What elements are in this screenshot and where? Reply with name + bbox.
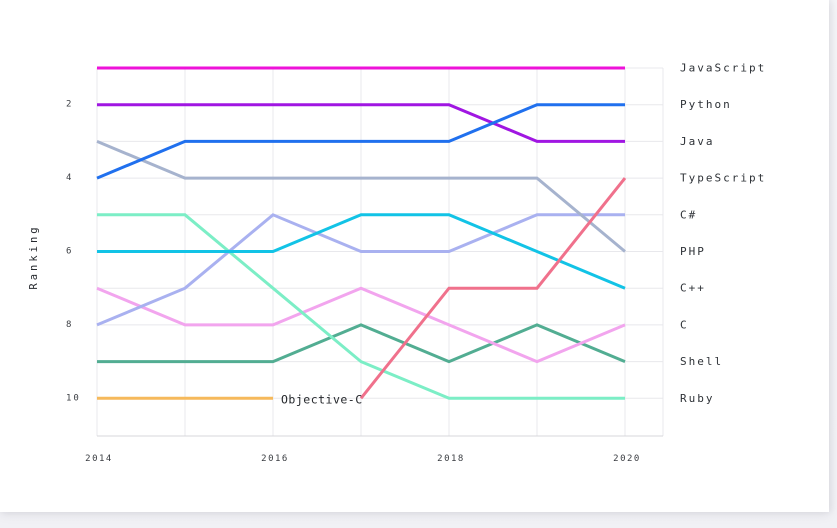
y-tick-label-8: 8: [66, 320, 73, 330]
series-line-cplusplus: [97, 213, 626, 290]
legend-label-typescript: TypeScript: [680, 172, 766, 185]
series-line-c: [96, 286, 626, 364]
legend-label-php: PHP: [680, 245, 706, 258]
x-tick-label-2016: 2016: [261, 454, 289, 464]
x-tick-label-2018: 2018: [437, 454, 465, 464]
legend-label-python: Python: [680, 98, 732, 111]
inline-label-objective-c: Objective-C: [281, 392, 363, 406]
legend-label-ruby: Ruby: [680, 392, 715, 405]
series-line-ruby: [97, 213, 625, 400]
series-line-php: [96, 140, 626, 253]
series-line-shell: [97, 323, 626, 364]
legend-label-csharp: C#: [680, 208, 697, 221]
series-line-java: [97, 103, 625, 143]
legend-label-shell: Shell: [680, 355, 723, 368]
y-tick-label-4: 4: [66, 173, 73, 183]
y-tick-label-6: 6: [66, 247, 73, 257]
legend-label-cplusplus: C++: [680, 282, 706, 295]
legend-label-java: Java: [680, 135, 715, 148]
y-tick-label-10: 10: [66, 393, 81, 403]
series-line-typescript: [359, 177, 627, 400]
x-tick-label-2020: 2020: [613, 454, 641, 464]
series-line-csharp: [96, 213, 625, 327]
legend-label-javascript: JavaScript: [680, 62, 766, 75]
legend-label-c: C: [680, 318, 689, 331]
series-line-python: [96, 103, 625, 180]
y-axis-title: Ranking: [28, 224, 40, 289]
x-tick-label-2014: 2014: [85, 454, 113, 464]
y-tick-label-2: 2: [66, 100, 73, 110]
chart-card: [0, 0, 829, 512]
